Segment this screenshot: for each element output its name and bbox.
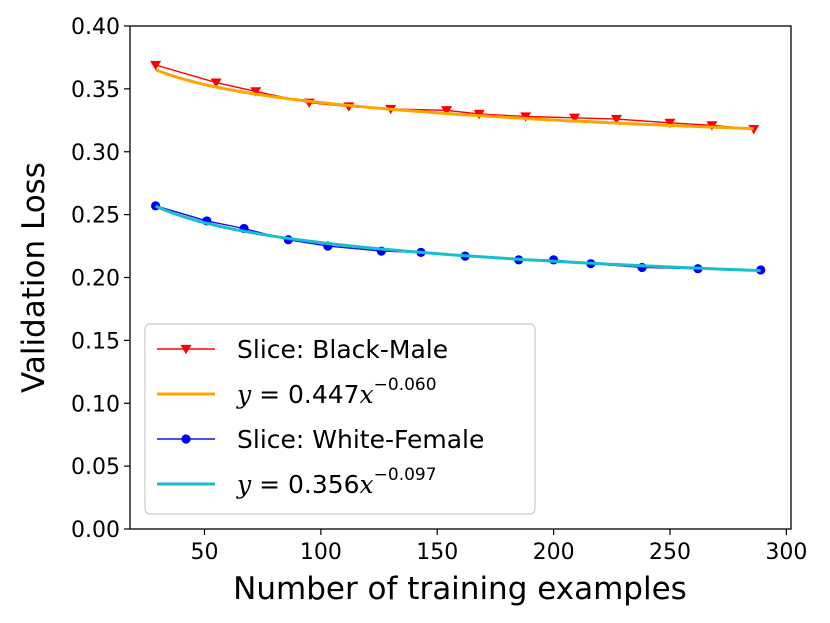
x-tick-label: 250 <box>649 540 691 565</box>
data-point <box>441 106 453 116</box>
x-tick-label: 100 <box>300 540 342 565</box>
x-tick-label: 150 <box>416 540 458 565</box>
legend-math-exponent: −0.060 <box>374 375 437 395</box>
y-tick-label: 0.15 <box>71 329 120 354</box>
legend-math-eq: = 0.356 <box>251 470 359 499</box>
data-point <box>150 60 162 71</box>
series-fit-1 <box>155 68 754 131</box>
y-tick-label: 0.10 <box>71 392 120 417</box>
legend-label: y = 0.447x−0.060 <box>236 375 437 409</box>
data-point <box>756 265 766 275</box>
x-axis-label: Number of training examples <box>233 571 687 607</box>
plot-area <box>150 60 766 275</box>
legend-math-x: x <box>360 470 374 499</box>
legend-math-y: y <box>236 380 252 409</box>
y-tick-label: 0.25 <box>71 204 120 229</box>
fit-line <box>155 204 761 273</box>
legend-item-3: y = 0.356x−0.097 <box>157 465 437 499</box>
y-tick-label: 0.20 <box>71 267 120 292</box>
y-tick-label: 0.30 <box>71 141 120 166</box>
legend-label: Slice: Black-Male <box>237 335 448 364</box>
fit-line <box>155 68 754 131</box>
y-tick-label: 0.35 <box>71 78 120 103</box>
data-point <box>664 118 676 129</box>
legend-label: Slice: White-Female <box>237 425 484 454</box>
legend-box <box>144 323 536 515</box>
legend-math-exponent: −0.097 <box>374 465 437 485</box>
legend-marker <box>181 434 191 444</box>
series-fit-3 <box>155 204 761 273</box>
x-tick-label: 300 <box>765 540 807 565</box>
legend-math-y: y <box>236 470 252 499</box>
y-axis-label: Validation Loss <box>16 162 52 393</box>
y-tick-label: 0.00 <box>71 518 120 543</box>
y-tick-label: 0.05 <box>71 455 120 480</box>
data-point <box>210 78 222 88</box>
legend-item-1: y = 0.447x−0.060 <box>157 375 437 409</box>
data-point <box>250 87 262 97</box>
legend-marker <box>180 344 192 355</box>
axes: 50 100 150 200 250 300 0.00 0.05 0.10 0.15 0.20 0.2… <box>71 15 807 565</box>
legend-item-2: Slice: White-Female <box>157 425 484 454</box>
legend-label: y = 0.356x−0.097 <box>236 465 437 499</box>
data-point <box>569 113 581 124</box>
x-tick-label: 200 <box>533 540 575 565</box>
series-line <box>155 64 754 130</box>
legend-math-x: x <box>360 380 374 409</box>
legend-math-eq: = 0.447 <box>251 380 359 409</box>
x-tick-label: 50 <box>190 540 218 565</box>
legend-item-0: Slice: Black-Male <box>157 335 448 364</box>
data-point <box>610 114 622 125</box>
y-tick-label: 0.40 <box>71 15 120 40</box>
